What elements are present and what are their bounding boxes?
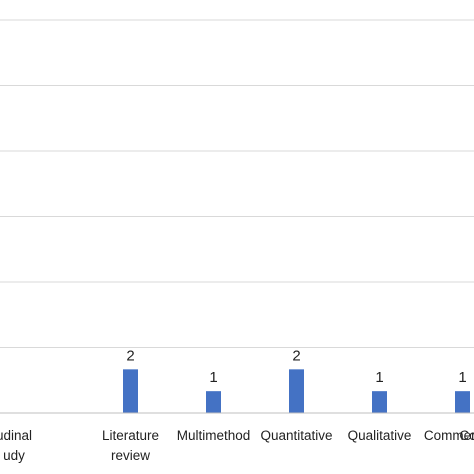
data-label: 1 [458, 369, 466, 386]
data-label: 1 [209, 369, 217, 386]
bar [123, 369, 138, 413]
data-label: 2 [292, 347, 300, 364]
category-tick-label: Qualitative [348, 428, 412, 443]
category-tick-label: Commentary [424, 428, 474, 443]
data-labels: 212111 [126, 347, 466, 386]
category-tick-label: udinaludy [0, 428, 32, 463]
gridlines [0, 19, 474, 348]
category-tick-label: Multimethod [177, 428, 251, 443]
bar-series [123, 369, 470, 413]
bar [289, 369, 304, 413]
bar [372, 391, 387, 413]
category-tick-label: Quantitative [260, 428, 332, 443]
category-tick-label: Literature review [102, 428, 159, 463]
data-label: 1 [375, 369, 383, 386]
data-label: 2 [126, 347, 134, 364]
category-tick-label: Co [459, 428, 474, 443]
bar [206, 391, 221, 413]
bar [455, 391, 470, 413]
